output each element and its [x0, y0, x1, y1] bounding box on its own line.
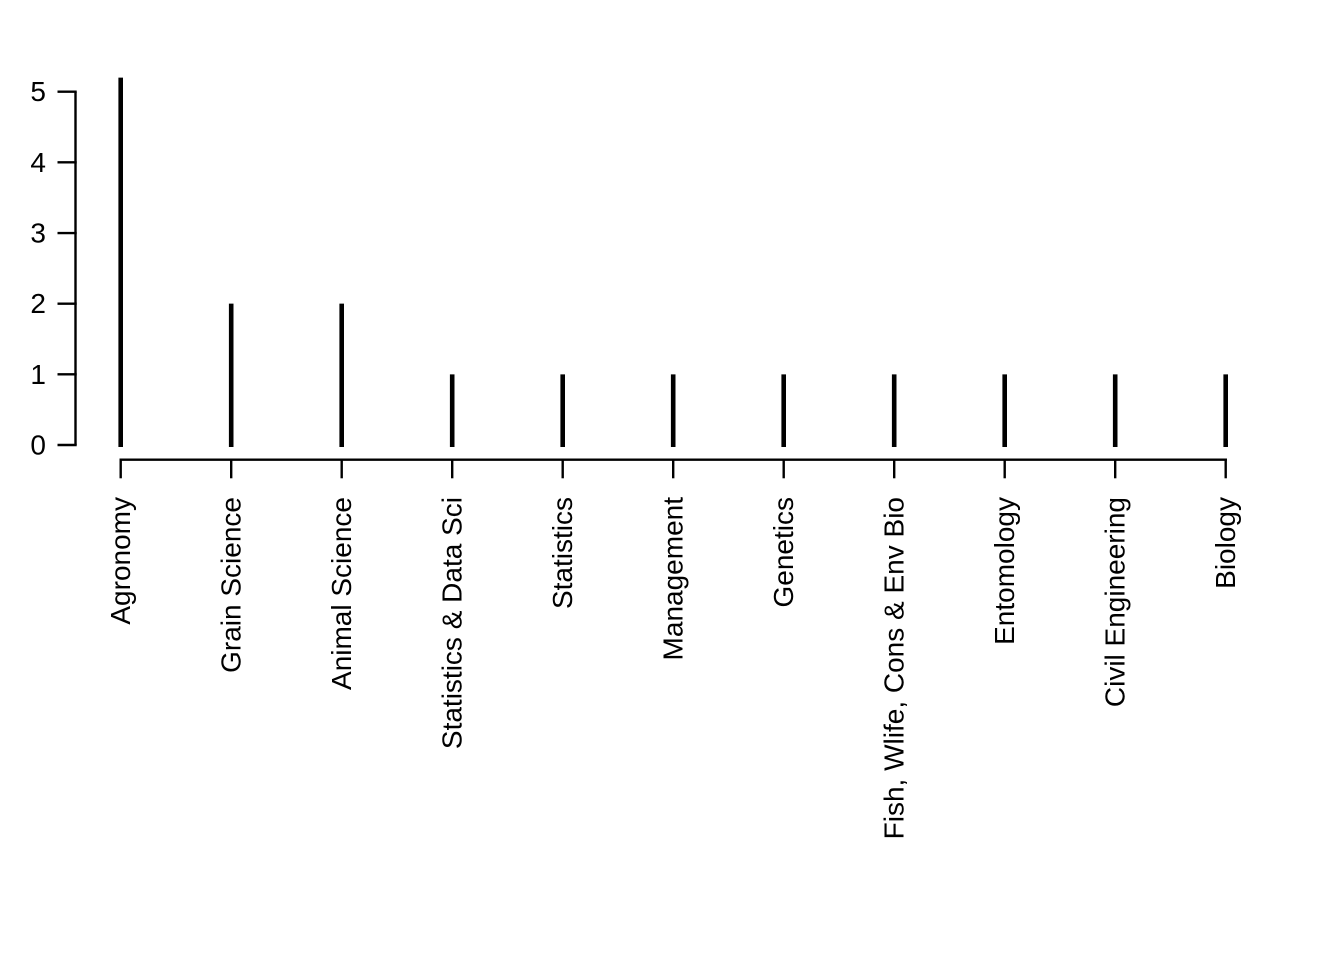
y-tick-label: 2 — [30, 288, 46, 319]
x-category-label: Genetics — [768, 497, 799, 608]
x-category-label: Fish, Wlife, Cons & Env Bio — [879, 497, 910, 839]
x-category-label: Statistics & Data Sci — [437, 497, 468, 749]
x-category-label: Biology — [1210, 497, 1241, 589]
x-category-label: Grain Science — [216, 497, 247, 673]
x-category-label: Statistics — [547, 497, 578, 609]
y-tick-label: 3 — [30, 218, 46, 249]
y-axis: 0 1 2 3 4 5 — [30, 76, 77, 461]
x-axis: Agronomy Grain Science Animal Science Stati… — [105, 458, 1241, 839]
x-category-label: Animal Science — [326, 497, 357, 690]
x-category-label: Entomology — [989, 497, 1020, 645]
y-tick-label: 4 — [30, 147, 46, 178]
x-category-label: Management — [658, 497, 689, 661]
y-tick-label: 0 — [30, 430, 46, 461]
x-category-label: Agronomy — [105, 497, 136, 625]
data-spikes-group — [118, 77, 1228, 447]
y-tick-label: 1 — [30, 359, 46, 390]
x-category-label: Civil Engineering — [1100, 497, 1131, 707]
y-tick-label: 5 — [30, 76, 46, 107]
